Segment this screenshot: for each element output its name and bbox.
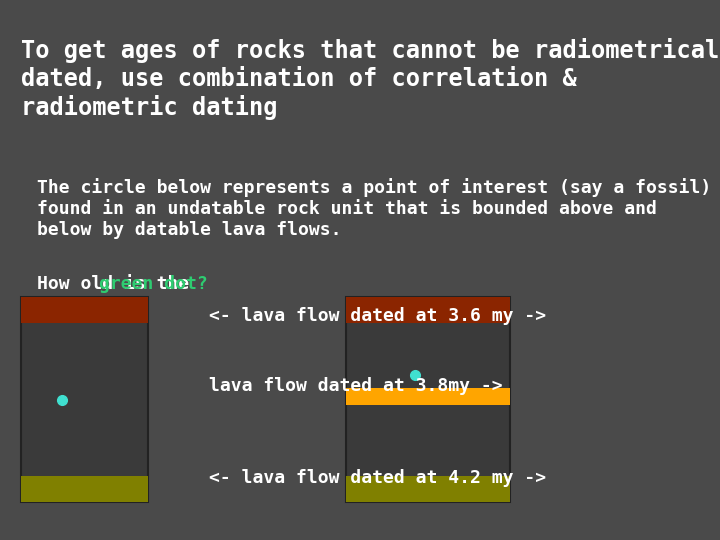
Text: The circle below represents a point of interest (say a fossil)
found in an undat: The circle below represents a point of i… <box>37 178 711 239</box>
Text: green dot?: green dot? <box>99 275 207 293</box>
Text: lava flow dated at 3.8my ->: lava flow dated at 3.8my -> <box>209 377 503 395</box>
Bar <box>346 476 510 502</box>
Bar <box>21 297 148 502</box>
Text: <- lava flow dated at 4.2 my ->: <- lava flow dated at 4.2 my -> <box>209 469 546 487</box>
Text: <- lava flow dated at 3.6 my ->: <- lava flow dated at 3.6 my -> <box>209 307 546 325</box>
Text: How old is the: How old is the <box>37 275 200 293</box>
Bar <box>346 297 510 323</box>
Bar <box>21 297 148 323</box>
Bar <box>346 388 510 404</box>
Bar <box>346 297 510 502</box>
Text: To get ages of rocks that cannot be radiometrically
dated, use combination of co: To get ages of rocks that cannot be radi… <box>21 38 720 119</box>
Bar <box>21 476 148 502</box>
